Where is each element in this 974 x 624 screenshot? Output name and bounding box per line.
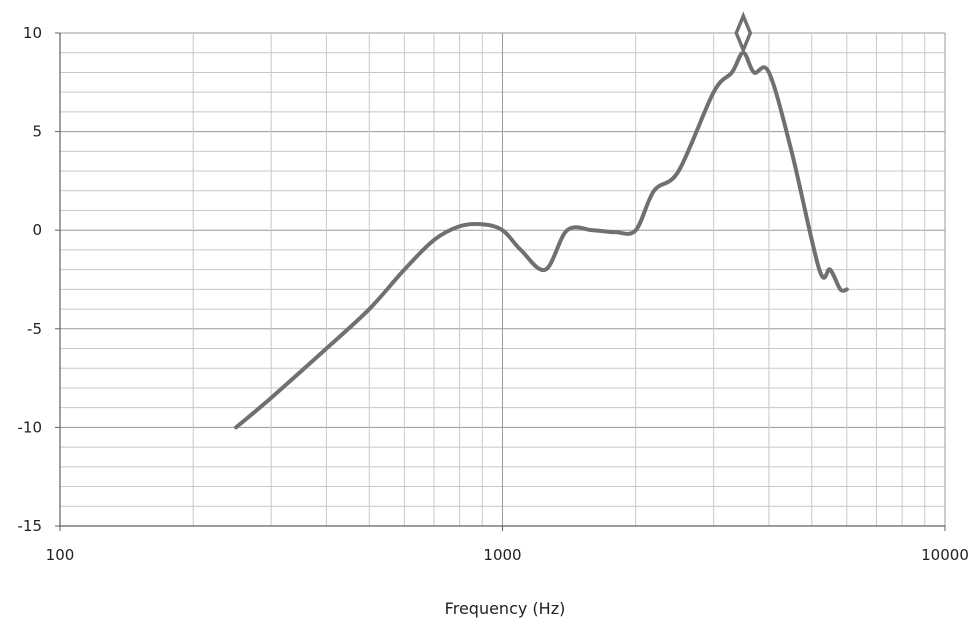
grid bbox=[59, 32, 946, 527]
y-tick-label: -10 bbox=[18, 418, 43, 436]
series-group bbox=[234, 50, 849, 430]
x-tick-label: 100 bbox=[46, 546, 75, 564]
x-tick-label: 1000 bbox=[483, 546, 521, 564]
y-tick-label: 5 bbox=[32, 123, 42, 141]
y-tick-label: 10 bbox=[23, 24, 42, 42]
x-tick-label: 10000 bbox=[921, 546, 969, 564]
axes bbox=[55, 32, 946, 531]
y-tick-label: -5 bbox=[27, 320, 42, 338]
series-line bbox=[234, 50, 849, 430]
x-axis-label: Frequency (Hz) bbox=[445, 599, 566, 618]
annotations bbox=[734, 11, 753, 55]
diamond-marker bbox=[734, 11, 753, 55]
y-tick-label: 0 bbox=[32, 221, 42, 239]
y-tick-label: -15 bbox=[18, 517, 43, 535]
